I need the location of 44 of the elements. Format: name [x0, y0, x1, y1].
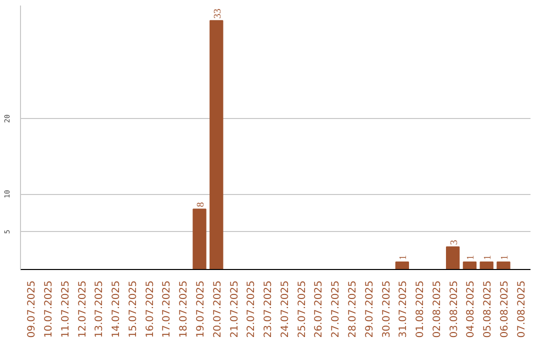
- data-label: 8: [196, 202, 207, 208]
- x-tick-label: 12.07.2025: [77, 280, 88, 338]
- x-tick-label: 17.07.2025: [162, 280, 173, 338]
- data-label: 1: [499, 254, 510, 260]
- x-tick-label: 24.07.2025: [280, 280, 291, 338]
- x-tick-label: 30.07.2025: [381, 280, 392, 338]
- x-tick-label: 02.08.2025: [432, 280, 443, 338]
- x-tick-label: 27.07.2025: [330, 280, 342, 338]
- x-tick-label: 01.08.2025: [415, 280, 426, 338]
- x-tick-label: 10.07.2025: [44, 280, 55, 338]
- x-tick-label: 19.07.2025: [196, 280, 207, 338]
- x-tick-label: 04.08.2025: [466, 280, 477, 338]
- data-label: 3: [448, 240, 460, 245]
- data-label: 1: [466, 254, 477, 260]
- x-tick-label: 28.07.2025: [347, 280, 358, 338]
- x-tick-label: 26.07.2025: [314, 280, 325, 338]
- x-tick-label: 25.07.2025: [296, 280, 308, 338]
- bar: [462, 261, 477, 270]
- x-tick-label: 07.08.2025: [516, 280, 528, 338]
- x-tick-label: 16.07.2025: [144, 280, 156, 338]
- x-tick-label: 31.07.2025: [398, 280, 410, 338]
- bar: [395, 261, 409, 270]
- x-tick-label: 20.07.2025: [212, 280, 224, 338]
- data-label: 1: [398, 254, 410, 260]
- x-tick-label: 29.07.2025: [364, 280, 376, 338]
- x-tick-label: 13.07.2025: [94, 280, 106, 338]
- data-label: 1: [482, 254, 494, 260]
- bar: [480, 261, 494, 270]
- x-tick-label: 03.08.2025: [448, 280, 460, 338]
- x-tick-label: 11.07.2025: [60, 280, 72, 338]
- bar: [210, 20, 224, 270]
- x-tick-label: 14.07.2025: [111, 280, 122, 338]
- x-tick-label: 23.07.2025: [263, 280, 274, 338]
- bar: [446, 246, 460, 270]
- bar: [192, 208, 206, 270]
- x-tick-label: 05.08.2025: [482, 280, 494, 338]
- x-tick-label: 21.07.2025: [229, 280, 240, 338]
- x-tick-label: 22.07.2025: [246, 280, 258, 338]
- x-tick-label: 09.07.2025: [26, 280, 38, 338]
- data-label: 33: [212, 8, 224, 19]
- x-tick-label: 06.08.2025: [499, 280, 510, 338]
- x-tick-label: 18.07.2025: [178, 280, 190, 338]
- x-tick-label: 15.07.2025: [128, 280, 139, 338]
- bar: [496, 261, 510, 270]
